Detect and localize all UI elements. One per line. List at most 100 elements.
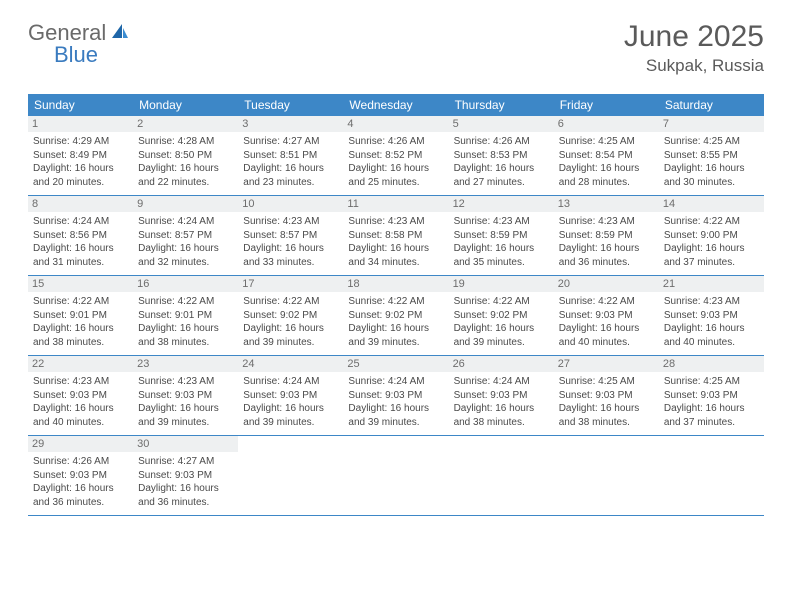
day-number: 17	[238, 276, 343, 292]
week-row: 29Sunrise: 4:26 AMSunset: 9:03 PMDayligh…	[28, 436, 764, 516]
day-cell: 16Sunrise: 4:22 AMSunset: 9:01 PMDayligh…	[133, 276, 238, 355]
day-number: 26	[449, 356, 554, 372]
sunrise-text: Sunrise: 4:22 AM	[33, 295, 128, 309]
daylight-text: Daylight: 16 hours and 39 minutes.	[348, 402, 443, 429]
daylight-text: Daylight: 16 hours and 31 minutes.	[33, 242, 128, 269]
daylight-text: Daylight: 16 hours and 36 minutes.	[559, 242, 654, 269]
day-cell: 29Sunrise: 4:26 AMSunset: 9:03 PMDayligh…	[28, 436, 133, 515]
week-row: 8Sunrise: 4:24 AMSunset: 8:56 PMDaylight…	[28, 196, 764, 276]
dow-saturday: Saturday	[659, 94, 764, 116]
day-info: Sunrise: 4:23 AMSunset: 8:58 PMDaylight:…	[348, 215, 443, 269]
day-number: 5	[449, 116, 554, 132]
sunset-text: Sunset: 8:56 PM	[33, 229, 128, 243]
day-cell: 19Sunrise: 4:22 AMSunset: 9:02 PMDayligh…	[449, 276, 554, 355]
daylight-text: Daylight: 16 hours and 40 minutes.	[664, 322, 759, 349]
sunset-text: Sunset: 9:02 PM	[454, 309, 549, 323]
day-info: Sunrise: 4:27 AMSunset: 8:51 PMDaylight:…	[243, 135, 338, 189]
sunset-text: Sunset: 9:01 PM	[138, 309, 233, 323]
sunset-text: Sunset: 8:52 PM	[348, 149, 443, 163]
sunrise-text: Sunrise: 4:25 AM	[559, 135, 654, 149]
day-cell: 3Sunrise: 4:27 AMSunset: 8:51 PMDaylight…	[238, 116, 343, 195]
sunset-text: Sunset: 8:57 PM	[138, 229, 233, 243]
week-row: 15Sunrise: 4:22 AMSunset: 9:01 PMDayligh…	[28, 276, 764, 356]
daylight-text: Daylight: 16 hours and 38 minutes.	[33, 322, 128, 349]
day-cell: 6Sunrise: 4:25 AMSunset: 8:54 PMDaylight…	[554, 116, 659, 195]
day-cell: 30Sunrise: 4:27 AMSunset: 9:03 PMDayligh…	[133, 436, 238, 515]
sunset-text: Sunset: 9:03 PM	[33, 389, 128, 403]
sunrise-text: Sunrise: 4:24 AM	[243, 375, 338, 389]
day-cell: 27Sunrise: 4:25 AMSunset: 9:03 PMDayligh…	[554, 356, 659, 435]
sunrise-text: Sunrise: 4:27 AM	[138, 455, 233, 469]
sunset-text: Sunset: 8:53 PM	[454, 149, 549, 163]
day-info: Sunrise: 4:23 AMSunset: 9:03 PMDaylight:…	[664, 295, 759, 349]
sunset-text: Sunset: 8:55 PM	[664, 149, 759, 163]
day-cell: 7Sunrise: 4:25 AMSunset: 8:55 PMDaylight…	[659, 116, 764, 195]
daylight-text: Daylight: 16 hours and 39 minutes.	[243, 402, 338, 429]
sunrise-text: Sunrise: 4:23 AM	[243, 215, 338, 229]
day-info: Sunrise: 4:23 AMSunset: 8:59 PMDaylight:…	[559, 215, 654, 269]
sunrise-text: Sunrise: 4:26 AM	[33, 455, 128, 469]
sunrise-text: Sunrise: 4:29 AM	[33, 135, 128, 149]
sunrise-text: Sunrise: 4:23 AM	[559, 215, 654, 229]
dow-monday: Monday	[133, 94, 238, 116]
day-cell: 2Sunrise: 4:28 AMSunset: 8:50 PMDaylight…	[133, 116, 238, 195]
day-info: Sunrise: 4:22 AMSunset: 9:02 PMDaylight:…	[454, 295, 549, 349]
sunset-text: Sunset: 9:02 PM	[243, 309, 338, 323]
calendar: Sunday Monday Tuesday Wednesday Thursday…	[28, 94, 764, 516]
day-cell: 20Sunrise: 4:22 AMSunset: 9:03 PMDayligh…	[554, 276, 659, 355]
dow-sunday: Sunday	[28, 94, 133, 116]
day-cell: 23Sunrise: 4:23 AMSunset: 9:03 PMDayligh…	[133, 356, 238, 435]
day-info: Sunrise: 4:23 AMSunset: 9:03 PMDaylight:…	[138, 375, 233, 429]
day-info: Sunrise: 4:26 AMSunset: 8:52 PMDaylight:…	[348, 135, 443, 189]
day-number: 22	[28, 356, 133, 372]
day-number: 30	[133, 436, 238, 452]
day-info: Sunrise: 4:22 AMSunset: 9:00 PMDaylight:…	[664, 215, 759, 269]
daylight-text: Daylight: 16 hours and 20 minutes.	[33, 162, 128, 189]
day-cell: 28 Sunrise: 4:25 AMSunset: 9:03 PMDayligh…	[659, 356, 764, 435]
daylight-text: Daylight: 16 hours and 38 minutes.	[454, 402, 549, 429]
sunset-text: Sunset: 9:03 PM	[138, 389, 233, 403]
daylight-text: Daylight: 16 hours and 37 minutes.	[664, 242, 759, 269]
daylight-text: Daylight: 16 hours and 39 minutes.	[138, 402, 233, 429]
sunset-text: Sunset: 8:49 PM	[33, 149, 128, 163]
sunset-text: Sunset: 8:51 PM	[243, 149, 338, 163]
sunrise-text: Sunrise: 4:26 AM	[454, 135, 549, 149]
day-cell: 18 Sunrise: 4:22 AMSunset: 9:02 PMDayligh…	[343, 276, 448, 355]
dow-tuesday: Tuesday	[238, 94, 343, 116]
sunrise-text: Sunrise: 4:23 AM	[33, 375, 128, 389]
day-info: Sunrise: 4:22 AMSunset: 9:01 PMDaylight:…	[33, 295, 128, 349]
day-cell: 24Sunrise: 4:24 AMSunset: 9:03 PMDayligh…	[238, 356, 343, 435]
sunrise-text: Sunrise: 4:24 AM	[454, 375, 549, 389]
sunrise-text: Sunrise: 4:22 AM	[348, 295, 443, 309]
sunset-text: Sunset: 9:03 PM	[664, 389, 759, 403]
logo-text-blue: Blue	[54, 42, 98, 68]
week-row: 22Sunrise: 4:23 AMSunset: 9:03 PMDayligh…	[28, 356, 764, 436]
day-cell: 13Sunrise: 4:23 AMSunset: 8:59 PMDayligh…	[554, 196, 659, 275]
day-info: Sunrise: 4:22 AMSunset: 9:02 PMDaylight:…	[243, 295, 338, 349]
day-number: 27	[554, 356, 659, 372]
dow-thursday: Thursday	[449, 94, 554, 116]
sunrise-text: Sunrise: 4:22 AM	[138, 295, 233, 309]
day-info: Sunrise: 4:25 AMSunset: 9:03 PMDaylight:…	[664, 375, 759, 429]
day-info: Sunrise: 4:29 AMSunset: 8:49 PMDaylight:…	[33, 135, 128, 189]
day-number: 1	[28, 116, 133, 132]
day-info: Sunrise: 4:22 AMSunset: 9:02 PMDaylight:…	[348, 295, 443, 349]
day-number: 18	[343, 276, 448, 292]
sunrise-text: Sunrise: 4:22 AM	[243, 295, 338, 309]
daylight-text: Daylight: 16 hours and 40 minutes.	[559, 322, 654, 349]
day-number: 24	[238, 356, 343, 372]
daylight-text: Daylight: 16 hours and 38 minutes.	[559, 402, 654, 429]
sunset-text: Sunset: 9:00 PM	[664, 229, 759, 243]
day-number: 9	[133, 196, 238, 212]
day-info: Sunrise: 4:24 AMSunset: 9:03 PMDaylight:…	[454, 375, 549, 429]
day-number: 12	[449, 196, 554, 212]
sunset-text: Sunset: 8:57 PM	[243, 229, 338, 243]
daylight-text: Daylight: 16 hours and 22 minutes.	[138, 162, 233, 189]
daylight-text: Daylight: 16 hours and 39 minutes.	[348, 322, 443, 349]
day-info: Sunrise: 4:23 AMSunset: 8:57 PMDaylight:…	[243, 215, 338, 269]
location-label: Sukpak, Russia	[624, 56, 764, 76]
sunset-text: Sunset: 9:03 PM	[348, 389, 443, 403]
daylight-text: Daylight: 16 hours and 39 minutes.	[454, 322, 549, 349]
day-number: 28	[659, 356, 764, 372]
day-info: Sunrise: 4:24 AMSunset: 8:56 PMDaylight:…	[33, 215, 128, 269]
